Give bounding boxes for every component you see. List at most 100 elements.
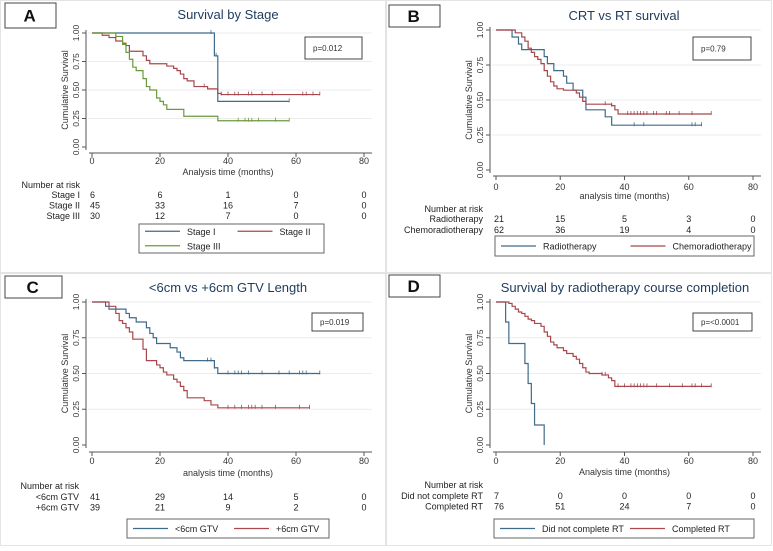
risk-count: 5 [622,214,627,224]
y-tick-label: 0.25 [71,401,81,418]
x-tick-label: 60 [291,156,301,166]
x-tick-label: 0 [89,156,94,166]
risk-count: 0 [361,211,366,221]
risk-row-label: Chemoradiotherapy [404,225,484,235]
risk-count: 2 [293,503,298,513]
panel-label: D [408,277,420,296]
x-tick-label: 40 [619,456,629,466]
risk-count: 4 [686,225,691,235]
km-chart: B CRT vs RT survival 0.00 0.25 0.50 0.75 1.00 C… [386,0,772,273]
risk-count: 7 [494,491,499,501]
km-chart: C <6cm vs +6cm GTV Length 0.00 0.25 0.50 0.75… [0,273,386,546]
risk-count: 30 [90,211,100,221]
risk-count: 76 [494,502,504,512]
risk-count: 16 [223,201,233,211]
y-tick-label: 0.50 [71,81,81,98]
x-axis-label: Analysis time (months) [579,467,670,477]
x-tick-label: 80 [359,456,369,466]
risk-count: 0 [750,502,755,512]
risk-count: 5 [293,492,298,502]
panel-label: C [27,278,39,297]
risk-count: 24 [619,502,629,512]
x-axis-label: Analysis time (months) [182,167,273,177]
x-tick-label: 0 [493,456,498,466]
y-tick-label: 1.00 [71,24,81,41]
x-tick-label: 20 [155,156,165,166]
y-tick-label: 0.75 [475,329,485,346]
legend [494,235,755,257]
chart-title: Survival by Stage [177,7,278,22]
risk-count: 39 [90,503,100,513]
panel-label: B [408,7,420,26]
legend [493,518,755,539]
y-tick-label: 0.25 [475,126,485,143]
legend-label: Stage II [280,227,311,237]
y-tick-label: 0.00 [71,436,81,453]
x-tick-label: 0 [89,456,94,466]
x-tick-label: 60 [684,182,694,192]
risk-count: 0 [622,491,627,501]
y-tick-label: 0.00 [475,161,485,178]
p-value-box [304,36,363,60]
km-panel-d: D Survival by radiotherapy course complet… [386,273,772,546]
y-tick-label: 1.00 [475,293,485,310]
survival-curve-2 [496,301,712,387]
risk-count: 0 [558,491,563,501]
risk-count: 0 [750,214,755,224]
y-tick-label: 0.25 [475,401,485,418]
y-tick-label: 0.75 [71,329,81,346]
y-tick-label: 1.00 [475,21,485,38]
x-tick-label: 40 [223,456,233,466]
legend-label: Stage III [187,241,221,251]
risk-count: 19 [619,225,629,235]
x-tick-label: 20 [555,182,565,192]
risk-count: 6 [157,190,162,200]
risk-table-title: Number at risk [424,480,483,490]
y-axis-label: Cumulative Survival [60,50,70,130]
legend-label: <6cm GTV [175,524,218,534]
y-tick-label: 0.00 [475,436,485,453]
p-value: p=0.79 [701,45,726,54]
risk-count: 0 [361,190,366,200]
risk-count: 0 [750,491,755,501]
x-tick-label: 40 [619,182,629,192]
risk-row-label: Stage I [51,190,80,200]
chart-title: CRT vs RT survival [568,8,679,23]
risk-row-label: Radiotherapy [429,214,483,224]
panel-badge [388,274,441,298]
x-tick-label: 80 [748,456,758,466]
y-tick-label: 0.50 [475,91,485,108]
risk-count: 7 [686,502,691,512]
panel-label: A [24,7,36,26]
survival-curve-2 [92,301,310,409]
km-panel-b: B CRT vs RT survival 0.00 0.25 0.50 0.75 1.00 C… [386,0,772,273]
km-chart: A Survival by Stage 0.00 0.25 0.50 0.75 1.00Cu… [0,0,386,273]
p-value: p=<0.0001 [701,318,740,327]
x-axis-label: analysis time (months) [579,191,669,201]
risk-count: 7 [293,201,298,211]
risk-row-label: Did not complete RT [401,491,483,501]
risk-table-title: Number at risk [424,204,483,214]
km-chart: D Survival by radiotherapy course complet… [386,273,772,546]
survival-curve-1 [92,301,320,375]
y-tick-label: 0.00 [71,138,81,155]
risk-count: 7 [225,211,230,221]
legend-label: Radiotherapy [543,242,597,252]
risk-count: 1 [225,190,230,200]
legend [126,518,330,539]
risk-count: 0 [686,491,691,501]
legend-label: Stage I [187,227,216,237]
chart-title: Survival by radiotherapy course completi… [501,280,750,295]
p-value: p=0.012 [313,44,343,53]
p-value-box [692,36,752,61]
risk-table-title: Number at risk [21,180,80,190]
y-axis-label: Cumulative Survival [60,334,70,414]
risk-table-title: Number at risk [20,481,79,491]
y-axis-label: Cumulative Survival [464,60,474,140]
survival-curve-3 [92,32,290,122]
y-axis-label: Cumulative Survival [464,334,474,414]
risk-count: 33 [155,201,165,211]
survival-curve-1 [496,29,702,126]
x-tick-label: 20 [155,456,165,466]
survival-curve-2 [496,29,712,115]
